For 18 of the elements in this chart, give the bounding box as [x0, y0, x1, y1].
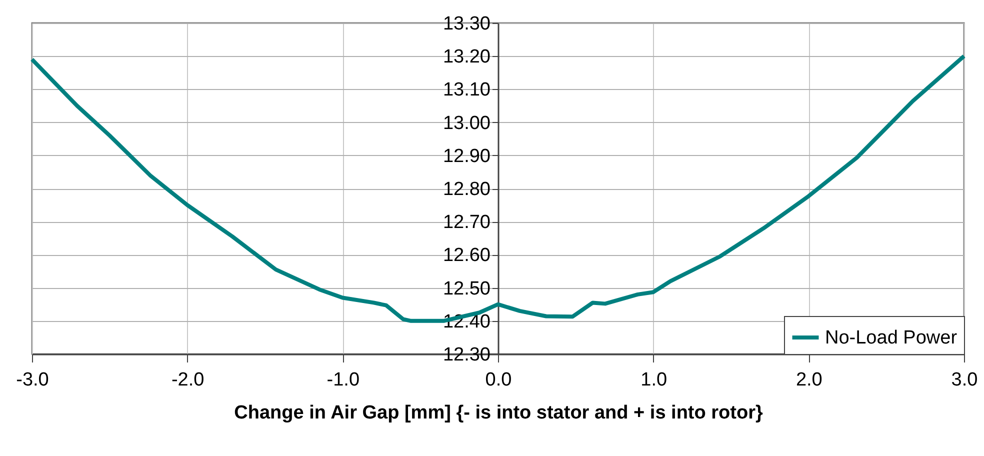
- x-tick-label: 3.0: [951, 370, 978, 390]
- x-tick-label: 2.0: [796, 370, 822, 390]
- y-tick-label: 12.90: [442, 146, 490, 167]
- x-tick-label: 0.0: [485, 370, 512, 390]
- y-tick-label: 13.30: [442, 14, 490, 34]
- y-tick-label: 13.00: [442, 112, 490, 134]
- x-tick-label: -3.0: [16, 370, 49, 390]
- x-axis-title: Change in Air Gap [mm] {- is into stator and + is into rotor}: [234, 402, 764, 424]
- x-tick-label: -1.0: [326, 370, 360, 390]
- y-tick-label: 12.50: [442, 278, 490, 300]
- y-tick-label: 12.70: [442, 212, 490, 234]
- y-tick-label: 13.10: [442, 80, 490, 101]
- y-tick-label: 13.20: [442, 46, 490, 68]
- y-tick-label: 12.60: [442, 245, 490, 266]
- x-tick-label: 1.0: [640, 370, 668, 390]
- y-tick-label: 12.80: [442, 179, 490, 200]
- x-tick-label: -2.0: [171, 370, 204, 390]
- legend-label: No-Load Power: [825, 328, 958, 348]
